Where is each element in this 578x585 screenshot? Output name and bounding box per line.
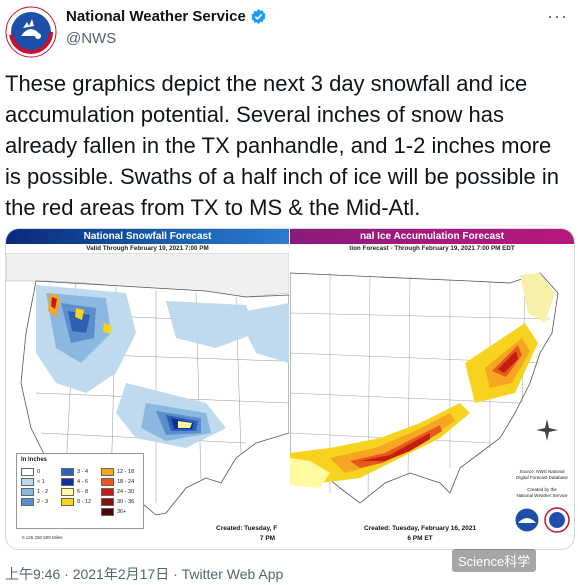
display-name[interactable]: National Weather Service bbox=[66, 8, 246, 25]
nws-logo-icon bbox=[5, 6, 57, 58]
legend-title: In Inches bbox=[21, 457, 48, 463]
ice-valid-through: tion Forecast - Through February 19, 202… bbox=[349, 245, 515, 252]
tweet-timestamp[interactable]: 上午9:46 · 2021年2月17日 · Twitter Web App bbox=[5, 566, 284, 582]
legend-item: 30 - 36 bbox=[101, 498, 134, 506]
tweet-media[interactable]: National Snowfall Forecast Valid Through… bbox=[5, 228, 575, 550]
map-scale: 0 125 250 500 Miles bbox=[22, 535, 63, 540]
legend-item: 36+ bbox=[101, 508, 126, 516]
legend-item: 8 - 12 bbox=[61, 498, 91, 506]
legend-item: 3 - 4 bbox=[61, 468, 88, 476]
nws-avatar[interactable] bbox=[5, 6, 57, 58]
snowfall-map[interactable]: National Snowfall Forecast Valid Through… bbox=[6, 229, 289, 549]
snowfall-legend: In Inches 0 < 1 1 - 2 2 - 3 3 - 4 4 - 6 … bbox=[16, 453, 144, 529]
account-handle[interactable]: @NWS bbox=[66, 30, 117, 47]
legend-item: < 1 bbox=[21, 478, 45, 486]
name-row: National Weather Service bbox=[66, 8, 267, 25]
watermark: Science科学 bbox=[452, 549, 537, 572]
legend-item: 4 - 6 bbox=[61, 478, 88, 486]
snowfall-created: Created: Tuesday, F bbox=[216, 525, 278, 532]
legend-item: 18 - 24 bbox=[101, 478, 134, 486]
legend-item: 2 - 3 bbox=[21, 498, 48, 506]
ice-banner: nal Ice Accumulation Forecast bbox=[290, 229, 574, 244]
ice-created-time: 6 PM ET bbox=[407, 535, 433, 542]
ice-created: Created: Tuesday, February 16, 2021 bbox=[363, 525, 477, 532]
nws-logo-small-icon bbox=[544, 507, 570, 533]
data-source: Source: NWS National Digital Forecast Da… bbox=[516, 469, 568, 480]
created-by: Created by the National Weather Service bbox=[516, 487, 568, 498]
snowfall-valid-through: Valid Through February 19, 2021 7:00 PM bbox=[86, 245, 209, 252]
ice-accumulation-map[interactable]: nal Ice Accumulation Forecast tion Forec… bbox=[290, 229, 574, 549]
legend-item: 1 - 2 bbox=[21, 488, 48, 496]
legend-item: 12 - 18 bbox=[101, 468, 134, 476]
ice-map-graphic bbox=[290, 253, 574, 549]
snowfall-banner: National Snowfall Forecast bbox=[6, 229, 289, 244]
snowfall-created-time: 7 PM bbox=[259, 535, 276, 542]
legend-item: 6 - 8 bbox=[61, 488, 88, 496]
more-options-icon[interactable]: ··· bbox=[547, 6, 568, 26]
legend-item: 0 bbox=[21, 468, 40, 476]
compass-icon bbox=[536, 419, 558, 441]
legend-item: 24 - 30 bbox=[101, 488, 134, 496]
tweet-text: These graphics depict the next 3 day sno… bbox=[5, 71, 559, 220]
noaa-logo-icon bbox=[514, 507, 540, 533]
verified-badge-icon bbox=[250, 8, 267, 25]
